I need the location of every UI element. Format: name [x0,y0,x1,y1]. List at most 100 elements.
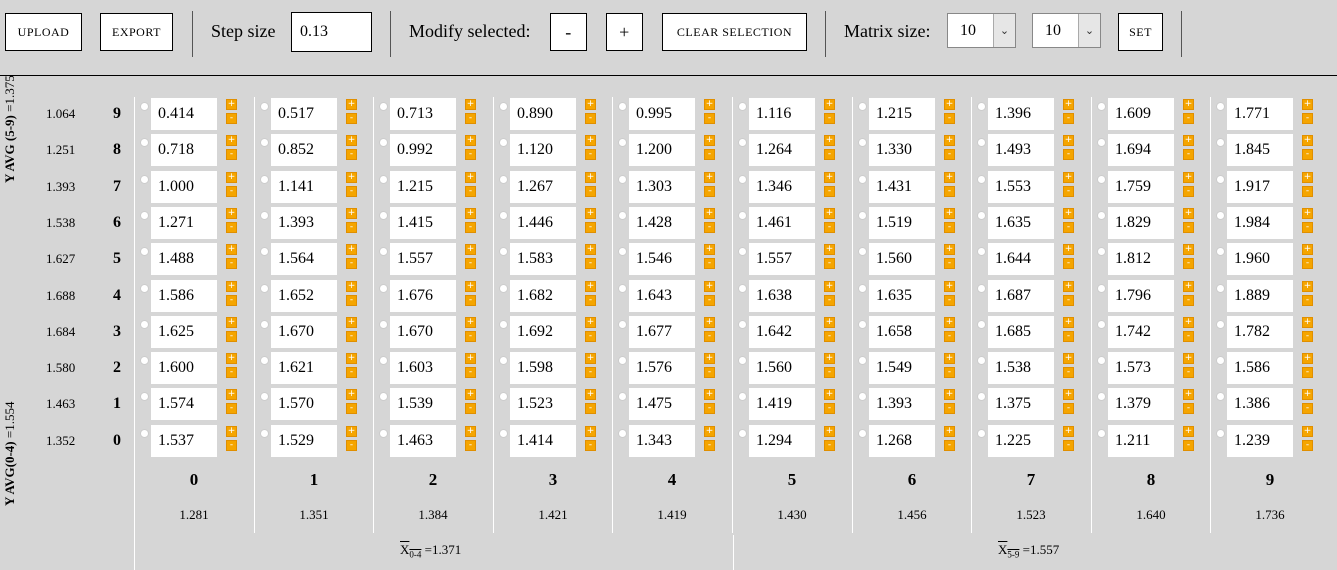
plus-icon[interactable]: + [944,99,955,110]
radio-button[interactable] [1097,102,1106,111]
minus-icon[interactable]: - [1063,149,1074,160]
radio-button[interactable] [977,429,986,438]
radio-button[interactable] [1097,211,1106,220]
radio-button[interactable] [140,247,149,256]
minus-icon[interactable]: - [1183,403,1194,414]
plus-icon[interactable]: + [465,172,476,183]
minus-icon[interactable]: - [226,113,237,124]
plus-icon[interactable]: + [1183,244,1194,255]
plus-icon[interactable]: + [1302,281,1313,292]
minus-icon[interactable]: - [1183,113,1194,124]
minus-icon[interactable]: - [585,295,596,306]
cell-value-input[interactable]: 1.375 [988,388,1054,420]
radio-button[interactable] [977,102,986,111]
cell-value-input[interactable]: 1.621 [271,352,337,384]
plus-icon[interactable]: + [585,172,596,183]
plus-icon[interactable]: + [585,244,596,255]
cell-value-input[interactable]: 1.415 [390,207,456,239]
cell-value-input[interactable]: 1.271 [151,207,217,239]
cell-value-input[interactable]: 1.141 [271,171,337,203]
minus-icon[interactable]: - [585,403,596,414]
minus-icon[interactable]: - [465,149,476,160]
radio-button[interactable] [140,356,149,365]
plus-icon[interactable]: + [824,99,835,110]
plus-icon[interactable]: + [226,99,237,110]
cell-value-input[interactable]: 1.267 [510,171,576,203]
radio-button[interactable] [260,102,269,111]
minus-icon[interactable]: - [1302,149,1313,160]
cell-value-input[interactable]: 1.917 [1227,171,1293,203]
cell-value-input[interactable]: 1.573 [1108,352,1174,384]
plus-icon[interactable]: + [585,389,596,400]
cell-value-input[interactable]: 1.553 [988,171,1054,203]
minus-icon[interactable]: - [944,222,955,233]
radio-button[interactable] [260,211,269,220]
plus-icon[interactable]: + [1063,172,1074,183]
cell-value-input[interactable]: 1.796 [1108,280,1174,312]
cell-value-input[interactable]: 1.546 [629,243,695,275]
plus-icon[interactable]: + [465,426,476,437]
plus-icon[interactable]: + [465,135,476,146]
plus-icon[interactable]: + [944,389,955,400]
plus-icon[interactable]: + [585,208,596,219]
minus-icon[interactable]: - [226,403,237,414]
minus-icon[interactable]: - [465,295,476,306]
minus-icon[interactable]: - [585,331,596,342]
radio-button[interactable] [618,247,627,256]
plus-icon[interactable]: + [585,353,596,364]
cell-value-input[interactable]: 1.570 [271,388,337,420]
cell-value-input[interactable]: 1.771 [1227,98,1293,130]
plus-icon[interactable]: + [1063,353,1074,364]
cell-value-input[interactable]: 1.984 [1227,207,1293,239]
minus-icon[interactable]: - [1063,403,1074,414]
cell-value-input[interactable]: 1.557 [390,243,456,275]
radio-button[interactable] [977,175,986,184]
radio-button[interactable] [1216,320,1225,329]
cell-value-input[interactable]: 1.379 [1108,388,1174,420]
plus-icon[interactable]: + [1302,208,1313,219]
cell-value-input[interactable]: 1.644 [988,243,1054,275]
cell-value-input[interactable]: 1.116 [749,98,815,130]
radio-button[interactable] [379,175,388,184]
radio-button[interactable] [1097,284,1106,293]
radio-button[interactable] [618,138,627,147]
cell-value-input[interactable]: 1.346 [749,171,815,203]
plus-icon[interactable]: + [465,317,476,328]
minus-icon[interactable]: - [346,440,357,451]
minus-icon[interactable]: - [944,113,955,124]
plus-icon[interactable]: + [465,281,476,292]
radio-button[interactable] [977,247,986,256]
plus-icon[interactable]: + [1063,317,1074,328]
minus-icon[interactable]: - [704,258,715,269]
plus-icon[interactable]: + [465,208,476,219]
minus-icon[interactable]: - [1063,295,1074,306]
cell-value-input[interactable]: 1.493 [988,134,1054,166]
plus-icon[interactable]: + [346,389,357,400]
plus-icon[interactable]: + [704,172,715,183]
radio-button[interactable] [977,211,986,220]
minus-icon[interactable]: - [465,367,476,378]
minus-icon[interactable]: - [824,440,835,451]
radio-button[interactable] [140,284,149,293]
plus-icon[interactable]: + [1302,172,1313,183]
minus-icon[interactable]: - [704,367,715,378]
cell-value-input[interactable]: 1.529 [271,425,337,457]
cell-value-input[interactable]: 1.600 [151,352,217,384]
minus-icon[interactable]: - [1183,149,1194,160]
radio-button[interactable] [1097,138,1106,147]
radio-button[interactable] [977,392,986,401]
cell-value-input[interactable]: 1.586 [151,280,217,312]
radio-button[interactable] [618,392,627,401]
radio-button[interactable] [1097,320,1106,329]
radio-button[interactable] [738,102,747,111]
cell-value-input[interactable]: 1.461 [749,207,815,239]
cell-value-input[interactable]: 1.670 [271,316,337,348]
plus-icon[interactable]: + [226,135,237,146]
minus-icon[interactable]: - [944,149,955,160]
plus-icon[interactable]: + [944,135,955,146]
plus-icon[interactable]: + [704,99,715,110]
radio-button[interactable] [618,102,627,111]
radio-button[interactable] [499,356,508,365]
radio-button[interactable] [379,356,388,365]
radio-button[interactable] [499,102,508,111]
